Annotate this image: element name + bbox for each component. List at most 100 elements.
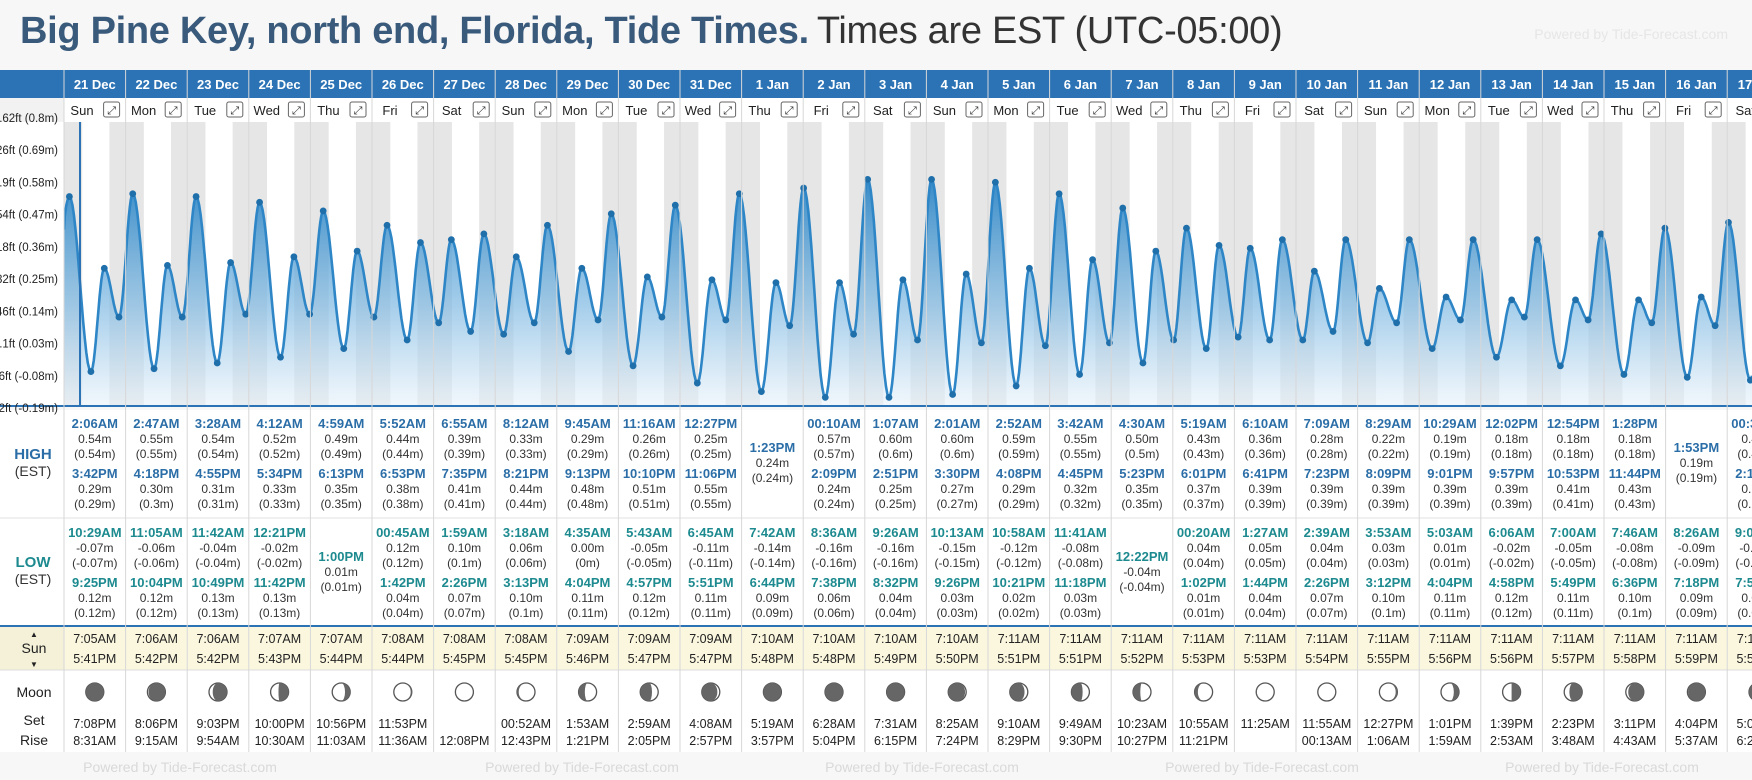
- expand-day-button[interactable]: [965, 101, 983, 118]
- tide-height-metric: (-0.16m): [811, 556, 856, 570]
- tide-height-metric: (-0.12m): [996, 556, 1041, 570]
- day-of-week: Fri: [1245, 103, 1260, 118]
- tide-height-metric: (0.55m): [690, 497, 731, 511]
- high-tide-time: 6:13PM: [318, 466, 364, 481]
- tide-height-metric: (0.21m): [1737, 497, 1752, 511]
- expand-day-button[interactable]: [1027, 101, 1045, 118]
- high-tide-time: 11:44PM: [1609, 466, 1661, 481]
- high-row-tz: (EST): [15, 463, 52, 479]
- expand-icon: ⤢: [169, 105, 178, 117]
- tide-height: 0.24m: [817, 482, 850, 496]
- day-of-week: Tue: [1057, 103, 1079, 118]
- expand-day-button[interactable]: [1396, 101, 1414, 118]
- expand-day-button[interactable]: [1335, 101, 1353, 118]
- tide-height: 0.39m: [1433, 482, 1466, 496]
- tide-area: [64, 179, 1752, 406]
- sunset-time: 5:53PM: [1182, 652, 1225, 666]
- tide-extreme-point: [735, 190, 743, 198]
- tide-extreme-point: [914, 336, 921, 344]
- day-of-week: Sat: [873, 103, 893, 118]
- tide-height-metric: (0.02m): [998, 606, 1039, 620]
- expand-icon: ⤢: [662, 105, 671, 117]
- expand-day-button[interactable]: [1643, 101, 1661, 118]
- date-header: 1 Jan: [756, 77, 789, 92]
- tide-height: 0.18m: [1618, 432, 1651, 446]
- tide-extreme-point: [786, 322, 794, 330]
- expand-day-button[interactable]: [1273, 101, 1291, 118]
- day-of-week: Fri: [1676, 103, 1691, 118]
- tide-extreme-point: [65, 193, 73, 200]
- tide-height-metric: (0.41m): [1553, 497, 1594, 511]
- tide-extreme-point: [500, 330, 508, 338]
- sunrise-time: 7:11AM: [998, 632, 1040, 646]
- date-header: 13 Jan: [1491, 77, 1532, 92]
- tide-height-metric: (0.31m): [197, 497, 238, 511]
- tide-extreme-point: [530, 319, 538, 327]
- expand-day-button[interactable]: [411, 101, 429, 118]
- powered-by-watermark: Powered by Tide-Forecast.com: [1505, 759, 1699, 775]
- tide-height: 0.21m: [1741, 482, 1752, 496]
- expand-day-button[interactable]: [903, 101, 921, 118]
- tide-height-metric: (0.04m): [1306, 556, 1347, 570]
- moon-shadow: [825, 683, 843, 701]
- tide-extreme-point: [447, 236, 455, 244]
- expand-day-button[interactable]: [1088, 101, 1106, 118]
- moon-shadow: [1688, 683, 1706, 701]
- expand-day-button[interactable]: [287, 101, 305, 118]
- moonrise-time: 00:13AM: [1302, 734, 1352, 748]
- tide-height: 0.55m: [140, 432, 173, 446]
- low-tide-time: 11:18PM: [1054, 575, 1106, 590]
- tide-height: 0.18m: [1557, 432, 1590, 446]
- tide-extreme-point: [1533, 236, 1541, 244]
- y-axis-tick-label: 1.9ft (0.58m): [0, 177, 58, 189]
- expand-day-button[interactable]: [1581, 101, 1599, 118]
- tide-extreme-point: [772, 279, 780, 287]
- day-of-week: Thu: [748, 103, 770, 118]
- y-axis-tick-label: 0.1ft (0.03m): [0, 339, 58, 351]
- tide-height-metric: (0.24m): [813, 497, 854, 511]
- tide-height: -0.06m: [138, 541, 175, 555]
- tide-height: 0.19m: [1433, 432, 1466, 446]
- tide-extreme-point: [1310, 267, 1318, 275]
- expand-day-button[interactable]: [1458, 101, 1476, 118]
- expand-day-button[interactable]: [226, 101, 244, 118]
- tide-height-metric: (-0.05m): [1551, 556, 1596, 570]
- date-header: 28 Dec: [505, 77, 547, 92]
- tide-height: 0.06m: [509, 541, 542, 555]
- expand-day-button[interactable]: [842, 101, 860, 118]
- expand-day-button[interactable]: [780, 101, 798, 118]
- expand-icon: ⤢: [723, 105, 732, 117]
- low-tide-time: 10:29AM: [68, 525, 121, 540]
- expand-icon: ⤢: [1031, 105, 1040, 117]
- expand-day-button[interactable]: [595, 101, 613, 118]
- expand-day-button[interactable]: [103, 101, 121, 118]
- expand-day-button[interactable]: [657, 101, 675, 118]
- tide-extreme-point: [864, 175, 872, 183]
- tide-extreme-point: [1183, 224, 1190, 232]
- expand-day-button[interactable]: [1519, 101, 1537, 118]
- low-tide-time: 00:20AM: [1177, 525, 1230, 540]
- tide-extreme-point: [1572, 296, 1579, 304]
- moon-shadow: [148, 683, 166, 701]
- moon-phase-icon: [454, 682, 475, 702]
- expand-day-button[interactable]: [534, 101, 552, 118]
- high-tide-time: 9:01PM: [1427, 466, 1473, 481]
- expand-day-button[interactable]: [472, 101, 490, 118]
- expand-day-button[interactable]: [1211, 101, 1229, 118]
- sunset-time: 5:45PM: [443, 652, 486, 666]
- date-header: 17 Jan: [1738, 77, 1752, 92]
- moon-shadow: [948, 683, 966, 701]
- tide-height-metric: (0.04m): [875, 606, 916, 620]
- low-tide-time: 11:41AM: [1054, 525, 1107, 540]
- expand-icon: ⤢: [1524, 105, 1533, 117]
- expand-day-button[interactable]: [349, 101, 367, 118]
- high-tide-time: 00:10AM: [807, 416, 860, 431]
- date-header: 12 Jan: [1430, 77, 1471, 92]
- expand-day-button[interactable]: [164, 101, 182, 118]
- expand-day-button[interactable]: [1704, 101, 1722, 118]
- expand-day-button[interactable]: [719, 101, 737, 118]
- date-header: 26 Dec: [382, 77, 424, 92]
- expand-day-button[interactable]: [1150, 101, 1168, 118]
- sunset-time: 5:48PM: [751, 652, 794, 666]
- sunset-time: 5:55PM: [1367, 652, 1410, 666]
